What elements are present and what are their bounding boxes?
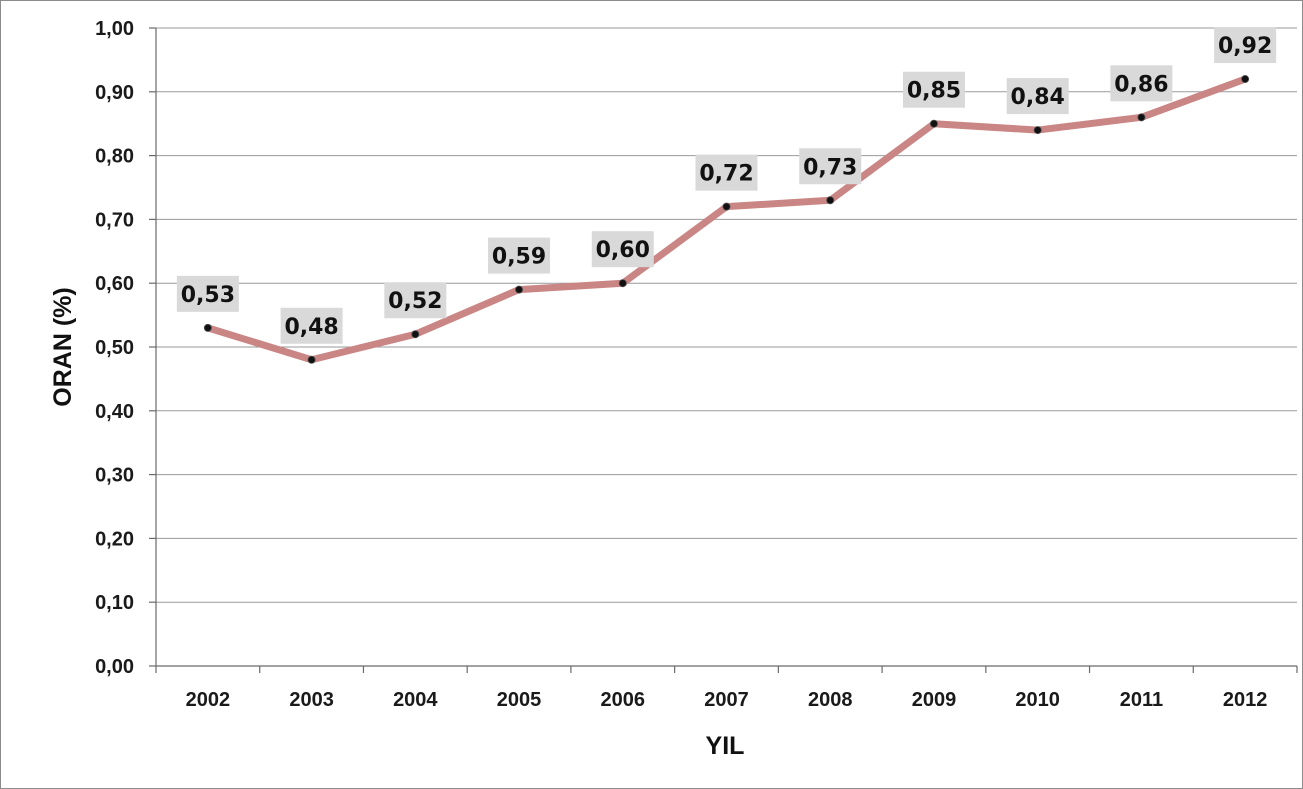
y-tick-label: 0,40 — [95, 401, 134, 423]
data-point — [722, 202, 731, 211]
x-tick-label: 2002 — [186, 689, 231, 711]
x-tick-label: 2009 — [912, 689, 957, 711]
data-label-background — [176, 275, 239, 312]
axes — [149, 27, 1298, 673]
data-point — [1137, 113, 1146, 122]
data-label: 0,60 — [596, 238, 650, 263]
data-point — [929, 119, 938, 128]
data-markers — [203, 75, 1250, 364]
y-tick-label: 0,20 — [95, 528, 134, 550]
x-tick-label: 2008 — [808, 689, 853, 711]
data-label-background — [799, 148, 862, 185]
y-tick-label: 0,80 — [95, 146, 134, 168]
y-tick-label: 1,00 — [95, 18, 134, 40]
y-tick-label: 0,10 — [95, 592, 134, 614]
data-label-background — [902, 71, 965, 108]
y-tick-labels: 0,00 0,10 0,20 0,30 0,40 0,50 0,60 0,70 0,80 0,90… — [95, 18, 134, 678]
data-point — [1033, 126, 1042, 135]
x-tick-label: 2003 — [289, 689, 334, 711]
data-label: 0,52 — [388, 289, 442, 314]
data-label: 0,59 — [492, 245, 546, 270]
data-label-background — [280, 307, 343, 344]
data-label: 0,92 — [1218, 34, 1272, 59]
x-tick-label: 2006 — [601, 689, 646, 711]
x-tick-label: 2005 — [497, 689, 542, 711]
x-tick-label: 2012 — [1223, 689, 1268, 711]
data-label-background — [1110, 65, 1173, 102]
x-tick-label: 2011 — [1120, 689, 1163, 711]
y-tick-label: 0,30 — [95, 465, 134, 487]
y-tick-label: 0,50 — [95, 337, 134, 359]
data-label: 0,53 — [181, 283, 235, 308]
x-tick-label: 2010 — [1015, 689, 1060, 711]
data-point — [515, 285, 524, 294]
data-point — [826, 196, 835, 205]
data-label-background — [695, 154, 758, 191]
data-point — [618, 279, 627, 288]
y-tick-label: 0,00 — [95, 656, 134, 678]
data-label: 0,86 — [1114, 72, 1168, 97]
y-tick-label: 0,90 — [95, 82, 134, 104]
data-label-background — [591, 231, 654, 268]
data-label: 0,73 — [803, 155, 857, 180]
data-label-background — [1006, 78, 1069, 115]
data-point — [203, 323, 212, 332]
y-tick-label: 0,70 — [95, 209, 134, 231]
data-label-background — [488, 237, 551, 274]
data-label: 0,72 — [699, 162, 753, 187]
y-tick-label: 0,60 — [95, 273, 134, 295]
x-tick-labels: 2002 2003 2004 2005 2006 2007 2008 2009 2010 2011… — [186, 689, 1268, 711]
data-label: 0,48 — [284, 315, 338, 340]
data-labels: 0,53 0,48 0,52 0,59 0,60 0,72 0,73 0,85 0,84 0,86… — [176, 27, 1277, 344]
data-point — [411, 330, 420, 339]
gridlines — [156, 27, 1297, 603]
data-label-background — [384, 282, 447, 319]
data-label: 0,85 — [907, 79, 961, 104]
data-point — [307, 355, 316, 364]
x-axis-title: YIL — [706, 732, 745, 760]
data-label-background — [1214, 27, 1277, 64]
data-point — [1241, 75, 1250, 84]
data-label: 0,84 — [1011, 85, 1065, 110]
y-axis-title: ORAN (%) — [49, 287, 77, 406]
x-tick-label: 2004 — [393, 689, 438, 711]
x-tick-label: 2007 — [704, 689, 749, 711]
